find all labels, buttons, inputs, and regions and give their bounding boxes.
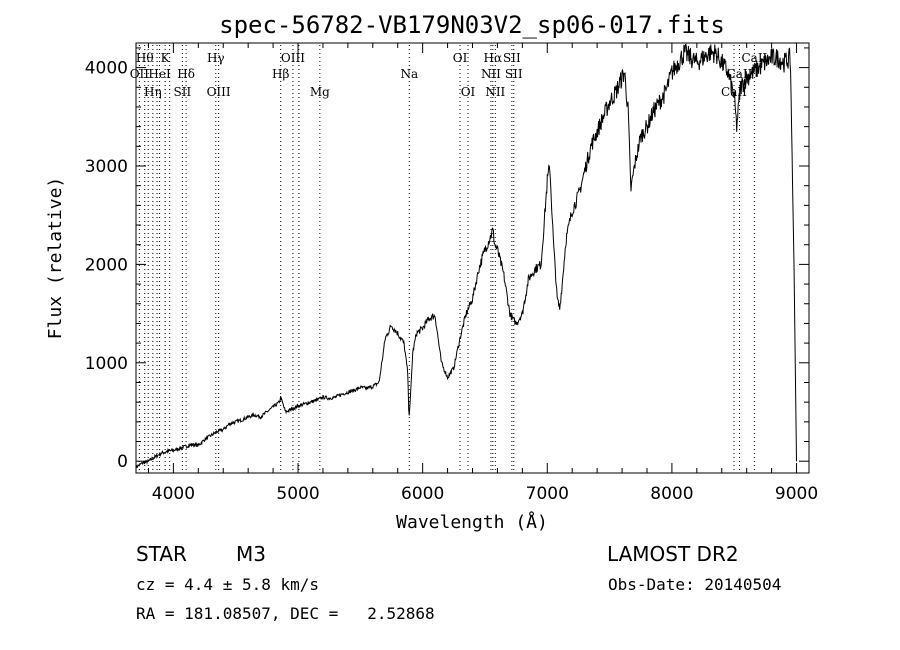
y-tick-label: 1000 [85, 354, 128, 374]
emission-line-label: Hγ [207, 51, 225, 65]
y-tick-label: 4000 [85, 59, 128, 79]
emission-line-label: OIII [207, 85, 231, 99]
obs-date: Obs-Date: 20140504 [608, 575, 782, 594]
emission-line-label: OIII [281, 51, 305, 65]
emission-line-label: Na [400, 67, 418, 81]
emission-line-label: Hη [144, 85, 162, 99]
emission-line-label: K [161, 51, 171, 65]
emission-line-label: Hθ [136, 51, 154, 65]
emission-line-label: Hδ [177, 67, 195, 81]
emission-line-label: Hα [484, 51, 503, 65]
chart-title: spec-56782-VB179N03V2_sp06-017.fits [219, 11, 725, 39]
plot-frame [135, 42, 810, 474]
emission-line-label: Mg [310, 85, 330, 99]
emission-line-label: OI [461, 85, 476, 99]
emission-line-label: SII [174, 85, 192, 99]
emission-line-label: NII [481, 67, 501, 81]
object-type: STAR [136, 542, 187, 566]
ra-dec-coordinates: RA = 181.08507, DEC = 2.52868 [136, 604, 435, 623]
x-tick-label: 6000 [401, 484, 444, 504]
x-tick-label: 8000 [650, 484, 693, 504]
axis-ticks: 4000 5000 6000 7000 8000 9000 0 1000 2000 3000 400… [85, 43, 818, 504]
emission-line-label: SII [505, 67, 523, 81]
emission-line-label: HeI [148, 67, 171, 81]
y-tick-label: 0 [117, 452, 128, 472]
emission-lines: OII Hθ Hη HeI K SII Hδ Hγ OIII Hβ OIII Mg Na OI OI NII H… [130, 45, 768, 471]
redshift-cz: cz = 4.4 ± 5.8 km/s [136, 575, 320, 594]
y-tick-label: 3000 [85, 157, 128, 177]
survey-name: LAMOST DR2 [607, 542, 739, 566]
object-subclass: M3 [236, 542, 266, 566]
y-axis-label: Flux (relative) [45, 177, 66, 340]
x-axis-label: Wavelength (Å) [396, 511, 548, 533]
y-tick-label: 2000 [85, 255, 128, 275]
x-tick-label: 4000 [152, 484, 195, 504]
emission-line-label: OII [130, 67, 150, 81]
x-tick-label: 7000 [526, 484, 569, 504]
x-tick-label: 9000 [775, 484, 818, 504]
emission-line-label: NII [485, 85, 505, 99]
emission-line-label: Hβ [272, 67, 289, 81]
x-tick-label: 5000 [276, 484, 319, 504]
emission-line-label: OI [453, 51, 468, 65]
emission-line-label: SII [503, 51, 521, 65]
spectrum-line [135, 43, 797, 469]
